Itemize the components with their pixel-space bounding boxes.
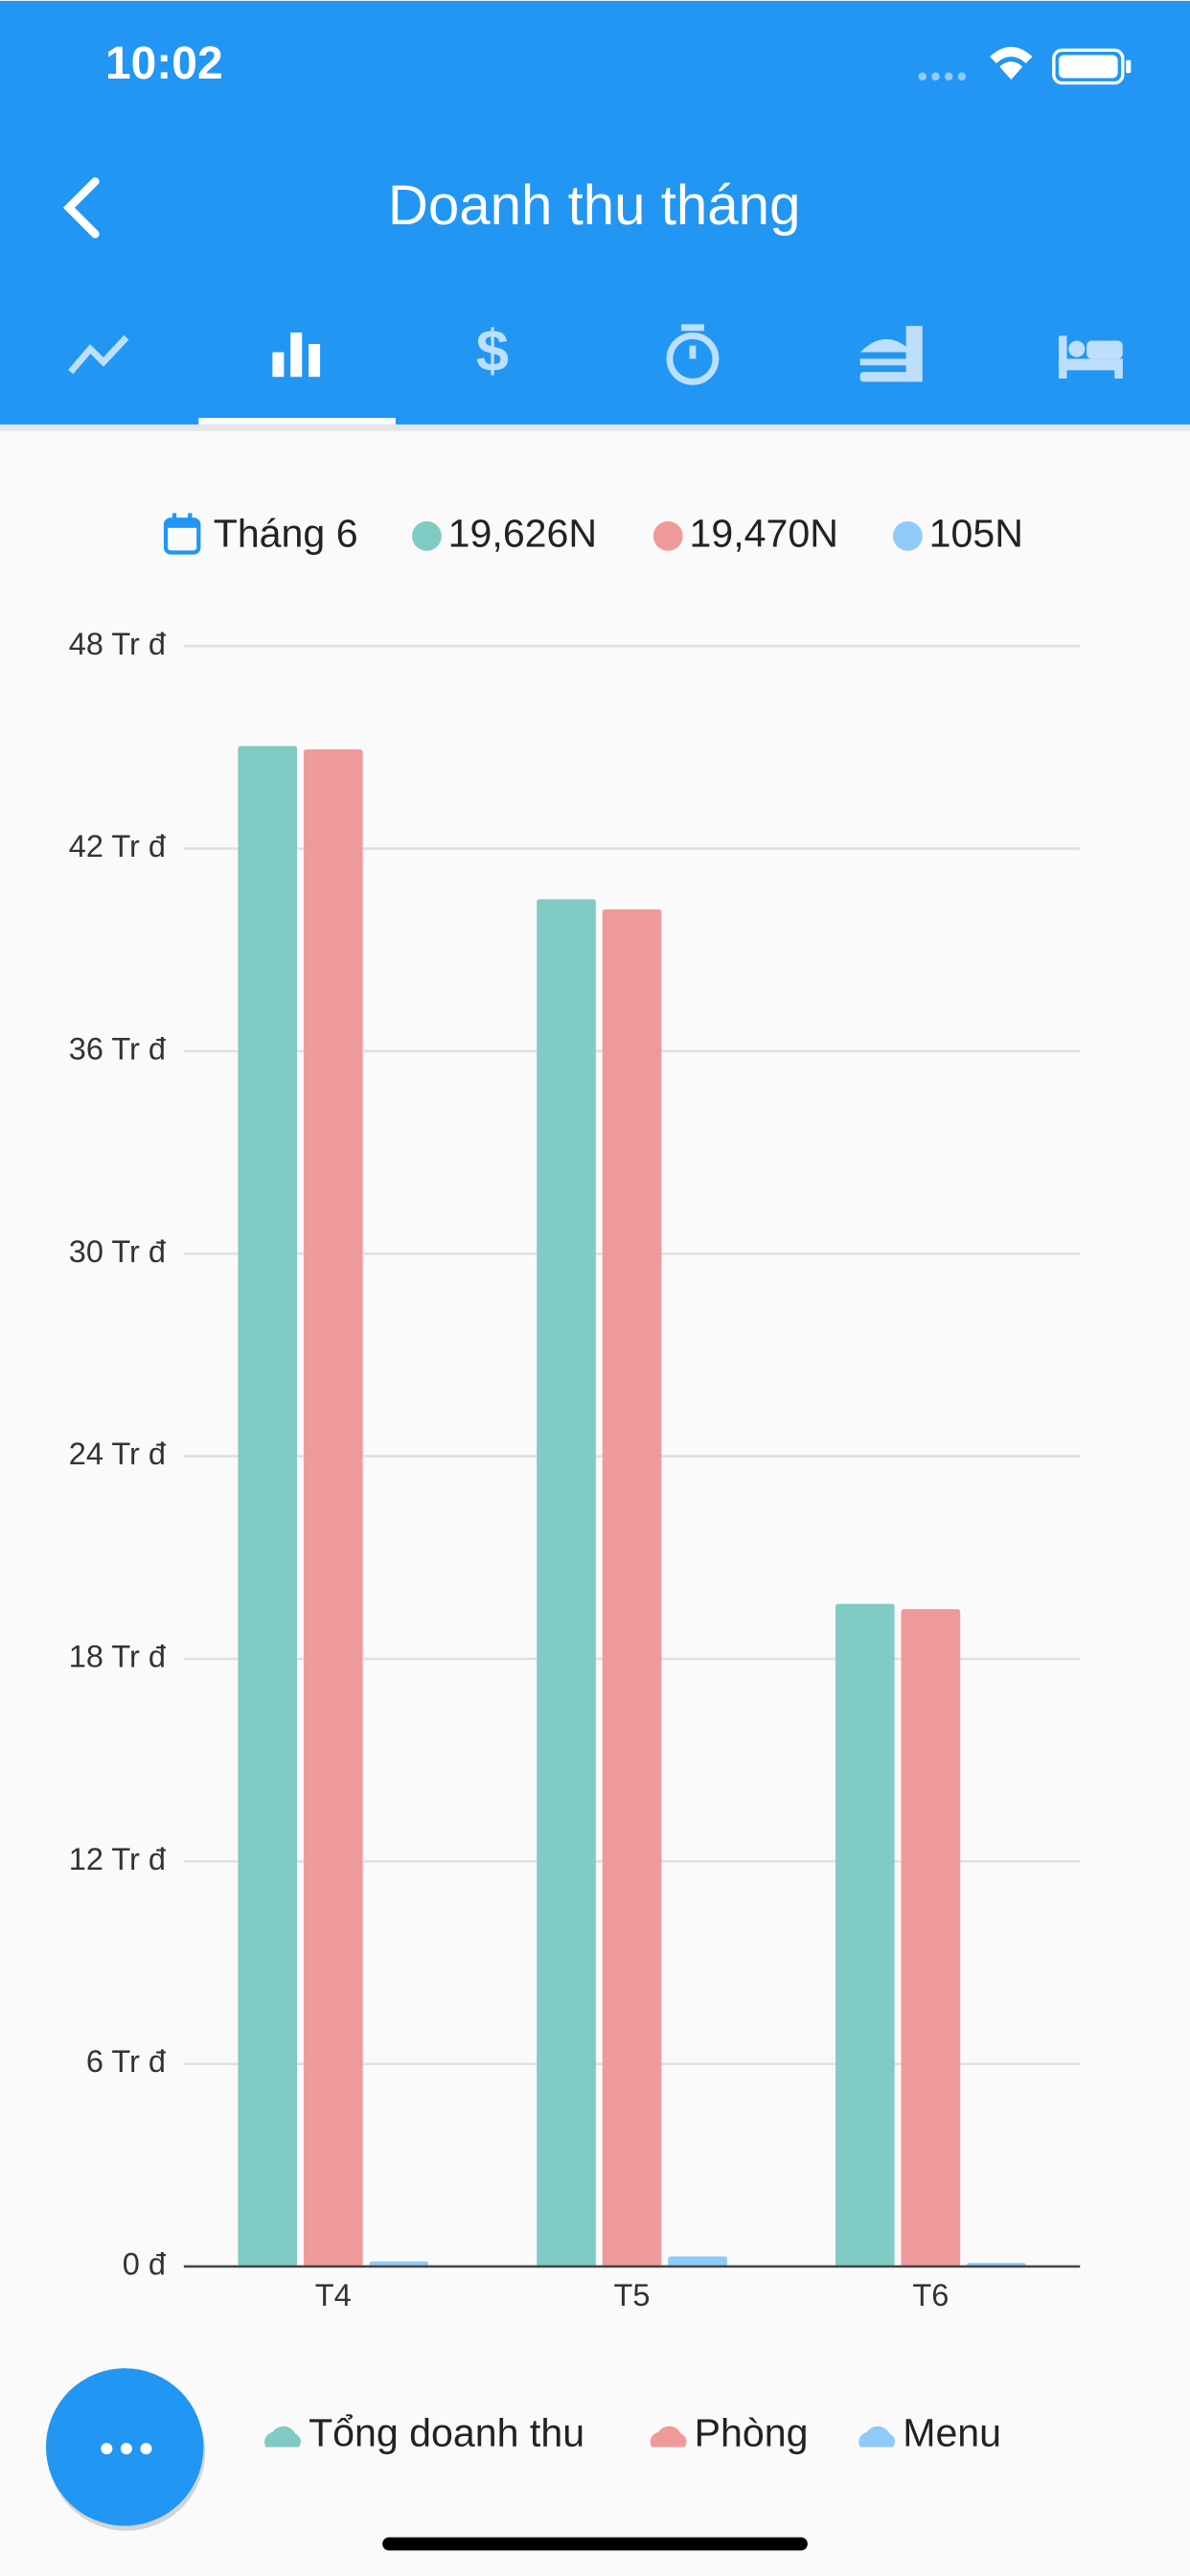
tab-timer[interactable] [666, 324, 720, 385]
y-tick-label: 12 Tr đ [69, 1842, 166, 1876]
y-tick-label: 24 Tr đ [69, 1437, 166, 1471]
bar [369, 2261, 429, 2267]
tab-line-chart[interactable] [68, 334, 129, 375]
x-tick-label: T6 [912, 2278, 949, 2312]
legend-item[interactable]: Menu [858, 2410, 1001, 2454]
legend-icon [650, 2426, 687, 2448]
month-label: Tháng 6 [214, 511, 358, 555]
y-tick-label: 18 Tr đ [69, 1640, 166, 1674]
x-tick-label: T4 [315, 2278, 352, 2312]
y-tick-label: 0 đ [123, 2247, 166, 2282]
summary-value: 19,470N [690, 511, 838, 555]
x-tick-label: T5 [614, 2278, 651, 2312]
month-selector[interactable]: Tháng 6 [163, 511, 358, 555]
back-button[interactable] [62, 177, 100, 239]
status-icons [918, 46, 1132, 85]
tab-indicator [198, 418, 396, 425]
summary-value: 105N [929, 511, 1023, 555]
legend-label: Menu [903, 2410, 1001, 2454]
legend-item[interactable]: Tổng doanh thu [264, 2410, 584, 2454]
tab-bar-chart[interactable] [272, 332, 321, 378]
tab-food[interactable] [859, 326, 923, 382]
summary-dot [411, 520, 442, 551]
bar [835, 1603, 895, 2267]
tab-money[interactable]: $ [476, 318, 509, 384]
bar [668, 2256, 727, 2267]
bar [303, 748, 363, 2267]
legend-icon [858, 2426, 896, 2448]
status-time: 10:02 [105, 38, 223, 89]
home-indicator [382, 2537, 808, 2551]
y-tick-label: 36 Tr đ [69, 1031, 166, 1066]
y-tick-label: 42 Tr đ [69, 829, 166, 863]
y-tick-label: 48 Tr đ [69, 627, 166, 661]
bar [901, 1609, 961, 2267]
bar [537, 899, 596, 2267]
summary-value: 19,626N [448, 511, 597, 555]
bar [602, 908, 662, 2267]
tab-room[interactable] [1058, 335, 1123, 379]
app-bar-shadow [0, 424, 1190, 431]
summary-dot [892, 520, 923, 551]
fab[interactable] [45, 2368, 206, 2531]
legend-label: Phòng [695, 2410, 809, 2454]
tab-bar: $ [68, 318, 1123, 385]
y-tick-label: 30 Tr đ [69, 1234, 166, 1269]
summary-dot [652, 520, 683, 551]
plot: 19,626N 19,470N 105N 0 đ 6 Tr đ 12 Tr đ 18 Tr … [69, 511, 1081, 2454]
legend-label: Tổng doanh thu [309, 2410, 584, 2454]
bar [238, 746, 298, 2267]
app-bar [0, 0, 1190, 425]
y-tick-label: 6 Tr đ [86, 2044, 166, 2079]
header-title: Doanh thu tháng [388, 174, 801, 237]
legend-item[interactable]: Phòng [650, 2410, 809, 2454]
legend-icon [264, 2426, 301, 2448]
